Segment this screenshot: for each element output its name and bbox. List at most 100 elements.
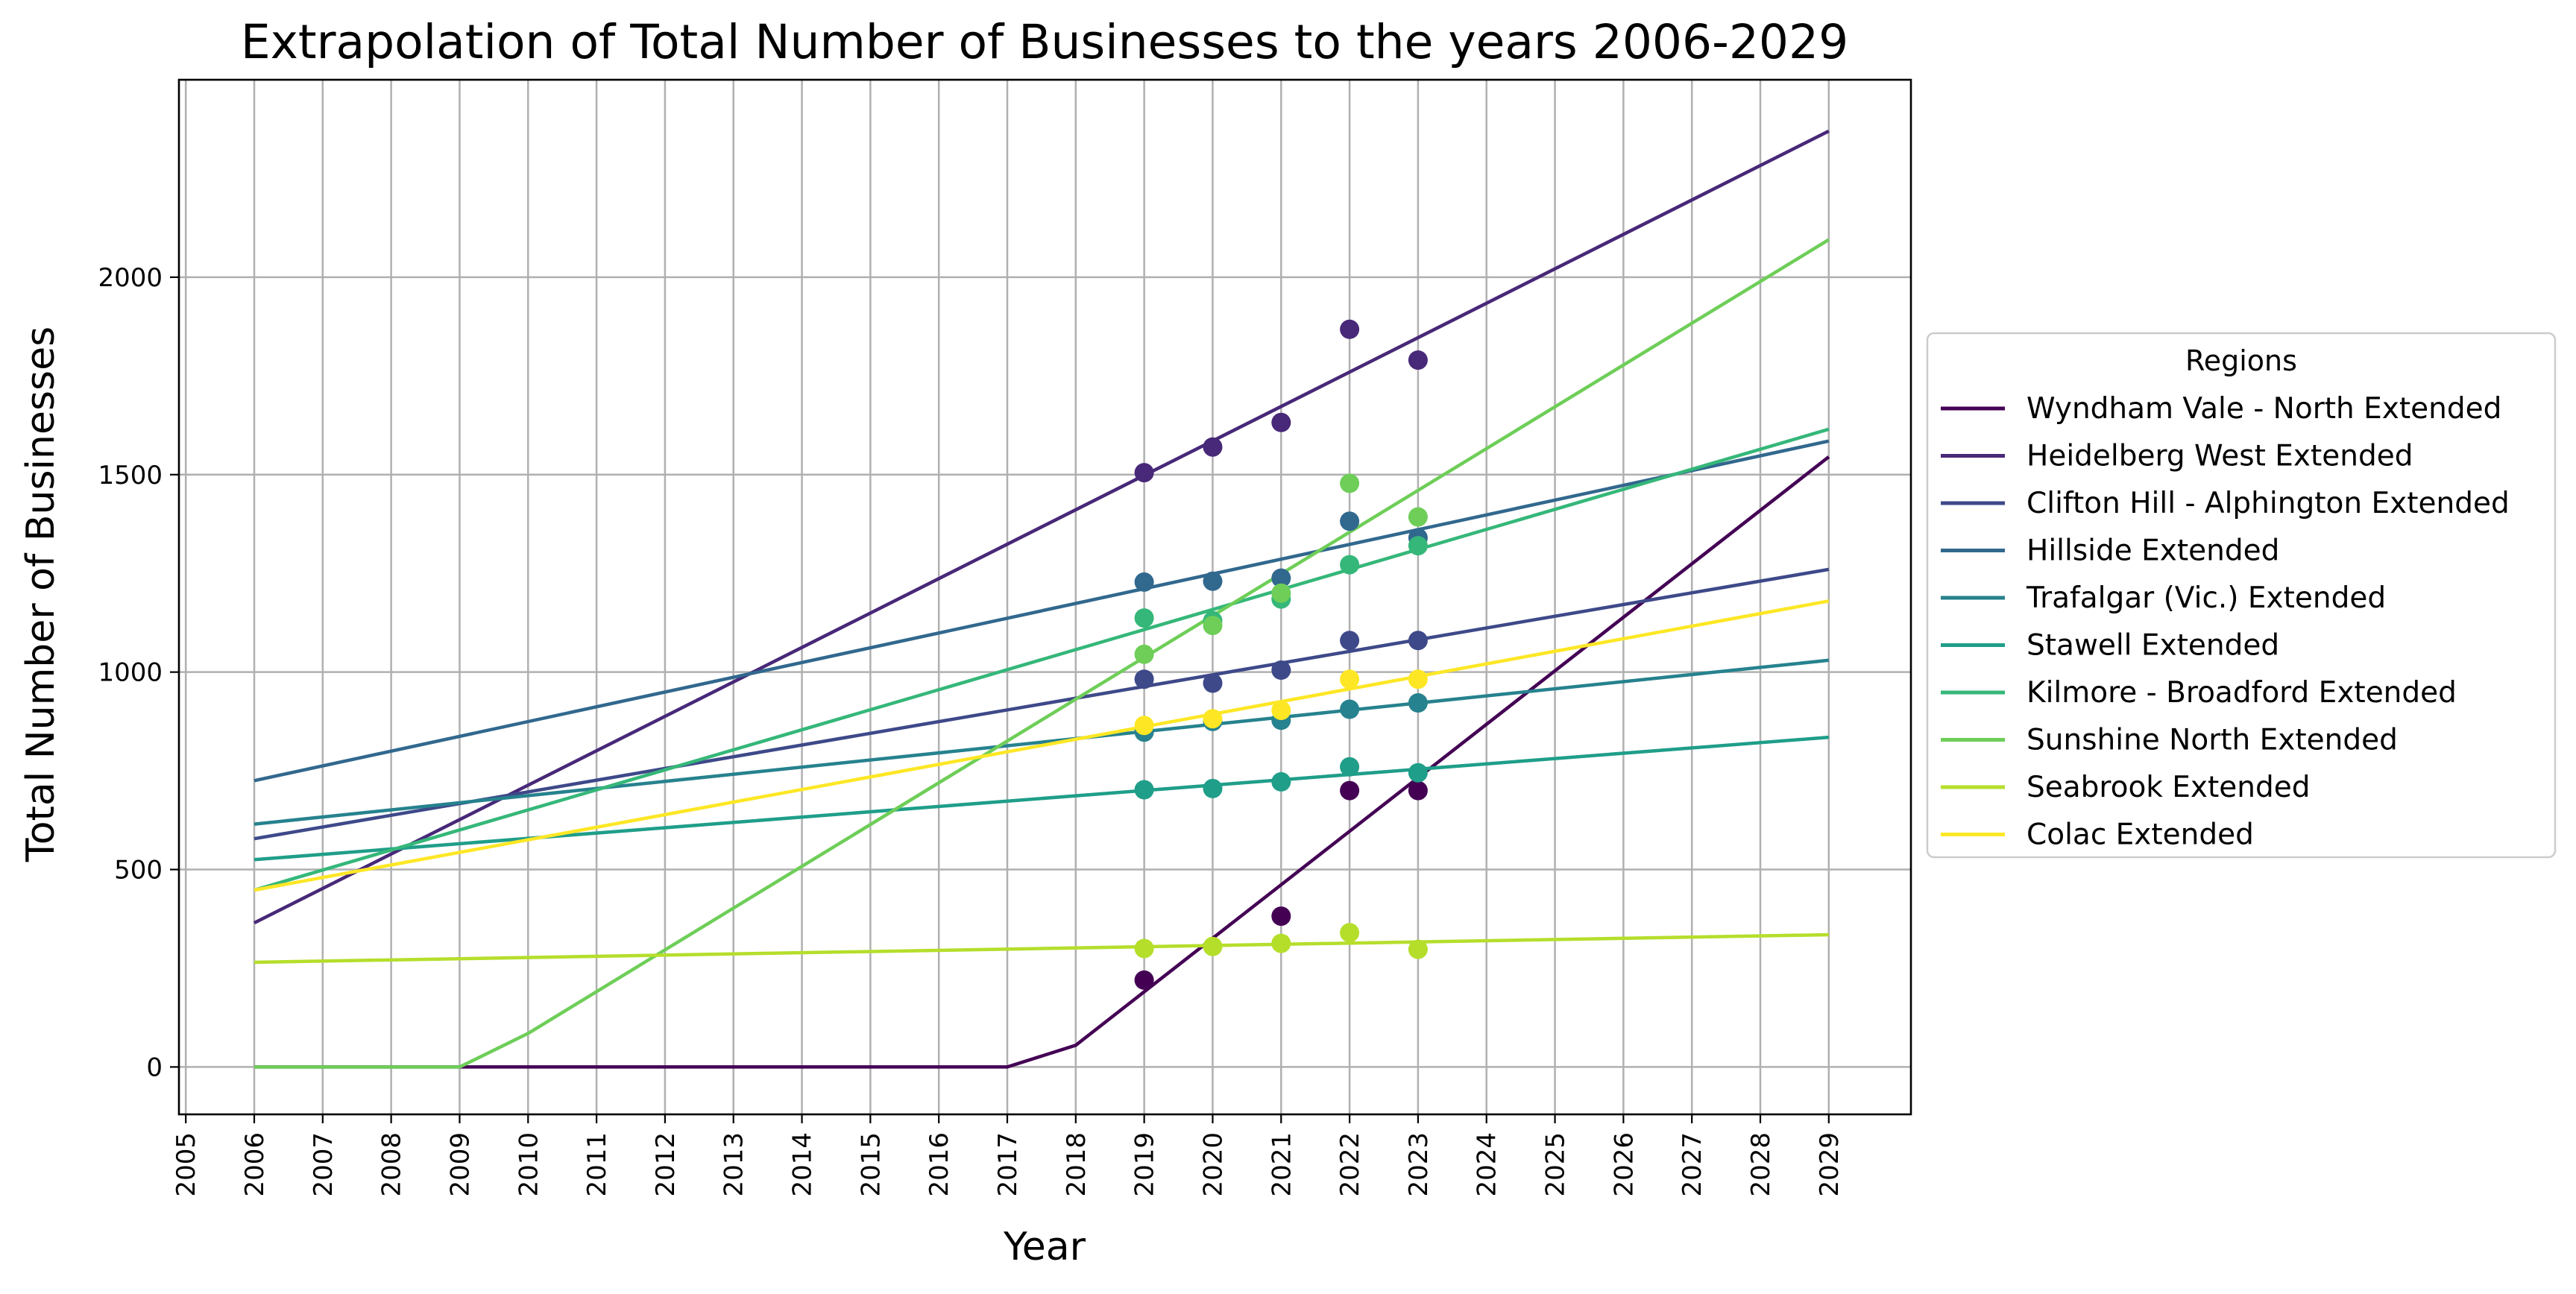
data-point (1408, 693, 1428, 713)
legend-label: Heidelberg West Extended (2027, 440, 2413, 473)
legend-label: Clifton Hill - Alphington Extended (2027, 487, 2510, 520)
data-point (1340, 923, 1360, 943)
legend-label: Hillside Extended (2027, 534, 2279, 568)
legend-items: Wyndham Vale - North Extended Heidelberg … (1941, 392, 2510, 852)
data-point (1271, 933, 1291, 953)
chart-title: Extrapolation of Total Number of Busines… (241, 15, 1848, 69)
y-tick-label: 500 (114, 856, 163, 886)
x-tick-label: 2014 (788, 1132, 818, 1197)
legend-label: Kilmore - Broadford Extended (2027, 676, 2457, 710)
series-line-6 (253, 427, 1830, 892)
data-point (1408, 763, 1428, 783)
series-line-8 (253, 932, 1829, 965)
x-axis-label: Year (1003, 1225, 1086, 1269)
legend-title: Regions (2185, 344, 2297, 377)
data-point (1271, 583, 1291, 603)
x-tick-label: 2019 (1130, 1132, 1160, 1197)
legend-label: Trafalgar (Vic.) Extended (2026, 581, 2386, 615)
series-lines (253, 129, 1830, 1069)
x-tick-label: 2005 (171, 1132, 201, 1197)
data-point (1340, 319, 1360, 339)
series-line-9 (253, 599, 1830, 892)
x-tick-label: 2024 (1473, 1132, 1502, 1197)
x-tick-label: 2020 (1198, 1132, 1228, 1197)
legend-label: Seabrook Extended (2027, 771, 2311, 804)
data-point (1134, 780, 1154, 800)
x-tick-label: 2013 (719, 1132, 749, 1197)
data-point (1408, 350, 1428, 370)
data-point (1203, 616, 1223, 636)
x-tick-label: 2025 (1541, 1132, 1571, 1197)
series-line-4 (253, 658, 1830, 826)
y-tick-label: 1000 (98, 658, 163, 688)
x-tick-label: 2007 (309, 1132, 338, 1197)
data-point (1340, 699, 1360, 719)
data-point (1408, 939, 1428, 959)
y-axis-label: Total Number of Businesses (19, 326, 63, 862)
data-point (1340, 555, 1360, 575)
data-point (1408, 780, 1428, 801)
data-point (1203, 778, 1223, 798)
data-point (1134, 938, 1154, 959)
data-point (1134, 669, 1154, 689)
x-tick-label: 2029 (1815, 1132, 1845, 1197)
legend-label: Stawell Extended (2027, 629, 2279, 663)
data-point (1408, 536, 1428, 556)
x-tick-label: 2021 (1267, 1132, 1297, 1197)
data-point (1340, 669, 1360, 689)
data-point (1203, 673, 1223, 693)
x-tick-label: 2022 (1335, 1132, 1365, 1197)
data-point (1271, 568, 1291, 588)
data-point (1271, 412, 1291, 432)
x-tick-label: 2027 (1678, 1132, 1707, 1197)
data-point (1203, 936, 1223, 956)
data-point (1134, 644, 1154, 664)
axis-ticks: 2005 2006 2007 2008 2009 2010 2011 2012 2013 2014… (98, 263, 1844, 1197)
x-tick-label: 2028 (1746, 1132, 1776, 1197)
x-tick-label: 2012 (651, 1132, 681, 1197)
y-tick-label: 0 (146, 1052, 163, 1082)
x-tick-label: 2015 (856, 1132, 886, 1197)
data-point (1134, 970, 1154, 990)
data-point (1134, 463, 1154, 483)
legend-label: Colac Extended (2027, 818, 2254, 852)
series-line-0 (254, 455, 1830, 1069)
series-line-2 (253, 567, 1830, 841)
series-line-5 (253, 735, 1829, 862)
data-point (1408, 507, 1428, 527)
data-point (1134, 716, 1154, 736)
data-point (1271, 701, 1291, 720)
series-line-7 (254, 238, 1830, 1069)
legend-label: Sunshine North Extended (2027, 724, 2398, 757)
data-point (1340, 780, 1360, 801)
x-tick-label: 2011 (582, 1132, 612, 1197)
data-point (1203, 571, 1223, 591)
y-tick-label: 2000 (98, 263, 163, 293)
series-points (1134, 319, 1428, 990)
x-tick-label: 2009 (445, 1132, 475, 1197)
series-line-1 (253, 129, 1830, 925)
data-point (1271, 906, 1291, 927)
data-point (1271, 771, 1291, 792)
data-point (1408, 669, 1428, 689)
x-tick-label: 2010 (514, 1132, 544, 1197)
x-tick-label: 2017 (993, 1132, 1023, 1197)
data-point (1134, 572, 1154, 592)
data-point (1340, 631, 1360, 651)
series-line-3 (253, 439, 1830, 783)
data-point (1408, 631, 1428, 651)
data-point (1134, 608, 1154, 628)
plot-area-frame (177, 78, 1912, 1116)
data-point (1203, 709, 1223, 729)
legend-box (1926, 332, 2557, 859)
x-tick-label: 2008 (377, 1132, 407, 1197)
legend-label: Wyndham Vale - North Extended (2027, 392, 2501, 426)
data-point (1340, 511, 1360, 531)
legend: Regions Wyndham Vale - North Extended Hei… (1926, 332, 2557, 859)
x-tick-label: 2026 (1609, 1132, 1639, 1197)
x-tick-label: 2006 (240, 1132, 270, 1197)
y-tick-label: 1500 (98, 461, 163, 490)
data-point (1340, 757, 1360, 777)
data-point (1203, 437, 1223, 457)
